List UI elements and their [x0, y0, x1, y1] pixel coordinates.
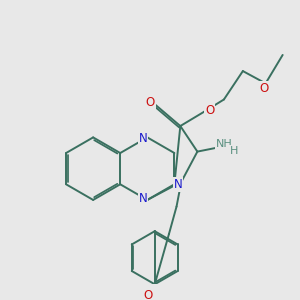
Text: N: N: [173, 178, 182, 191]
Text: O: O: [146, 96, 155, 109]
Text: N: N: [139, 192, 147, 205]
Text: O: O: [260, 82, 269, 95]
Text: O: O: [205, 104, 214, 117]
Text: NH: NH: [216, 139, 233, 149]
Text: H: H: [230, 146, 238, 156]
Text: N: N: [139, 132, 147, 145]
Text: O: O: [144, 289, 153, 300]
